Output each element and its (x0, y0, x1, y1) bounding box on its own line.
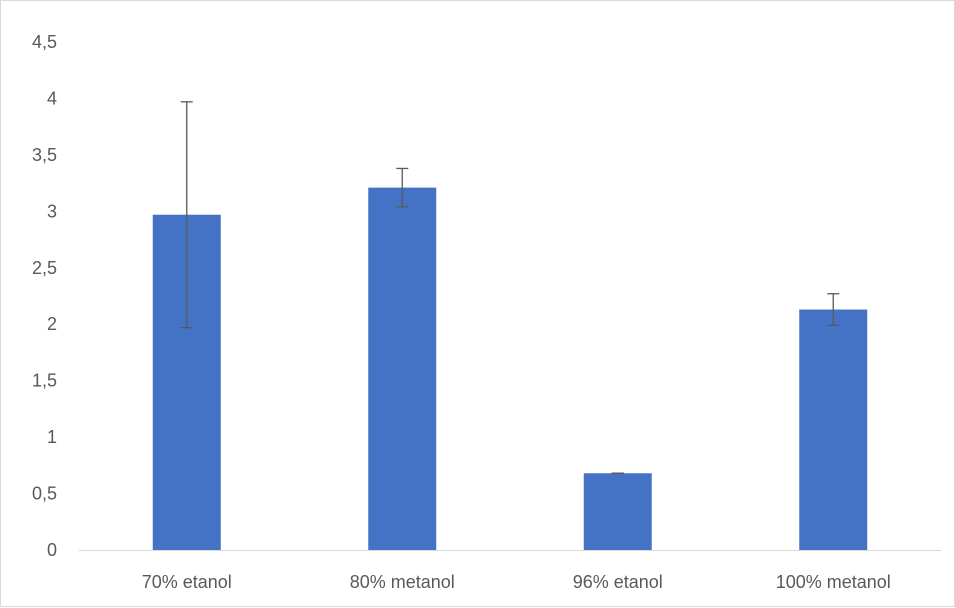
error-bars (180, 101, 840, 474)
y-tick-label: 3,5 (32, 145, 57, 165)
x-tick-label: 96% etanol (573, 572, 663, 592)
y-tick-label: 2,5 (32, 258, 57, 278)
x-tick-label: 100% metanol (776, 572, 891, 592)
error-bar (396, 167, 409, 208)
bar (799, 309, 868, 550)
x-tick-label: 70% etanol (142, 572, 232, 592)
y-tick-label: 4 (47, 88, 57, 108)
bars (152, 187, 868, 551)
y-tick-label: 0 (47, 540, 57, 560)
bar (583, 473, 652, 550)
error-bar (180, 101, 193, 329)
y-tick-label: 0,5 (32, 484, 57, 504)
x-tick-label: 80% metanol (350, 572, 455, 592)
y-tick-label: 1 (47, 427, 57, 447)
x-axis-labels: 70% etanol 80% metanol 96% etanol 100% meta… (142, 572, 891, 592)
y-tick-label: 4,5 (32, 32, 57, 52)
bar (368, 187, 437, 551)
y-tick-label: 2 (47, 314, 57, 334)
y-tick-label: 1,5 (32, 371, 57, 391)
y-tick-label: 3 (47, 201, 57, 221)
error-bar (827, 293, 840, 327)
y-axis-labels: 0 0,5 1 1,5 2 2,5 3 3,5 4 4,5 (32, 32, 57, 560)
